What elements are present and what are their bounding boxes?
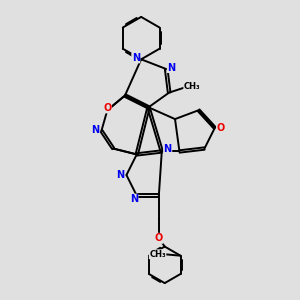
Text: O: O (103, 103, 111, 113)
Text: N: N (92, 125, 100, 135)
Text: O: O (217, 123, 225, 133)
Text: N: N (116, 170, 124, 180)
Text: N: N (167, 63, 175, 73)
Text: O: O (155, 233, 163, 243)
Text: N: N (130, 194, 138, 204)
Text: N: N (164, 144, 172, 154)
Text: N: N (132, 53, 140, 63)
Text: CH₃: CH₃ (149, 250, 166, 259)
Text: CH₃: CH₃ (184, 82, 200, 91)
